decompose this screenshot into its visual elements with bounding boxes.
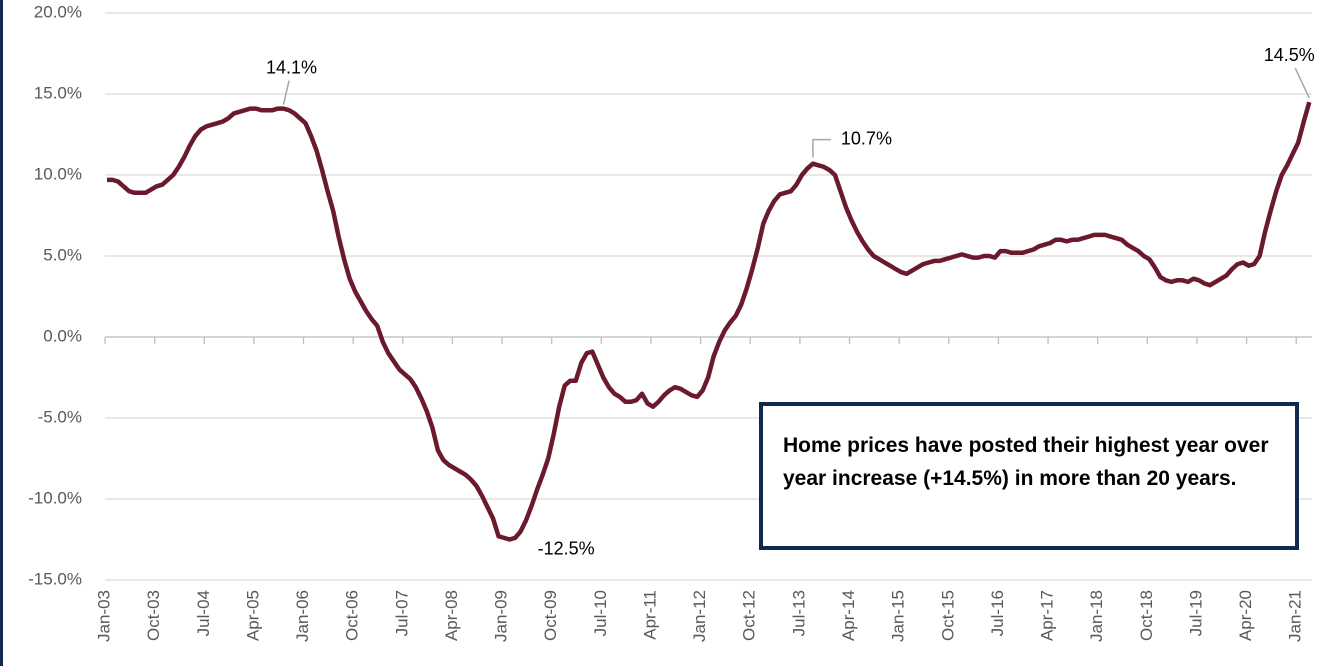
x-tick-label: Oct-18 — [1137, 590, 1156, 641]
x-tick-label: Jan-09 — [492, 590, 511, 642]
data-label: 14.5% — [1264, 45, 1315, 65]
leader-line — [282, 80, 290, 105]
leader-line — [1294, 67, 1310, 99]
leader-line — [812, 138, 831, 158]
x-tick-label: Jan-03 — [94, 590, 113, 642]
data-label: 10.7% — [841, 128, 892, 148]
x-tick-label: Jan-15 — [889, 590, 908, 642]
x-tick-label: Oct-06 — [343, 590, 362, 641]
x-tick-label: Apr-11 — [640, 590, 659, 640]
y-tick-label: 20.0% — [34, 2, 82, 21]
x-tick-label: Jul-07 — [392, 590, 411, 636]
left-border — [0, 0, 3, 666]
x-tick-label: Oct-15 — [938, 590, 957, 641]
y-tick-label: 10.0% — [34, 164, 82, 183]
y-tick-label: -10.0% — [28, 488, 82, 507]
series-line — [107, 101, 1312, 542]
y-tick-label: 0.0% — [43, 326, 82, 345]
y-tick-label: 5.0% — [43, 245, 82, 264]
annotation-box: Home prices have posted their highest ye… — [759, 402, 1299, 550]
x-tick-label: Jul-16 — [988, 590, 1007, 636]
x-tick-label: Jan-06 — [293, 590, 312, 642]
x-tick-label: Apr-05 — [243, 590, 262, 641]
x-tick-label: Jan-18 — [1087, 590, 1106, 642]
x-tick-label: Apr-17 — [1038, 590, 1057, 641]
data-label: -12.5% — [538, 538, 595, 558]
x-tick-label: Apr-08 — [442, 590, 461, 641]
x-tick-label: Jul-13 — [789, 590, 808, 636]
x-tick-label: Jan-21 — [1286, 590, 1305, 642]
data-label: 14.1% — [266, 57, 317, 77]
y-tick-label: 15.0% — [34, 83, 82, 102]
x-tick-label: Oct-12 — [740, 590, 759, 641]
x-tick-label: Jul-10 — [591, 590, 610, 636]
x-tick-label: Oct-03 — [144, 590, 163, 641]
x-tick-label: Apr-14 — [839, 590, 858, 641]
y-tick-label: -5.0% — [38, 407, 82, 426]
x-tick-label: Apr-20 — [1236, 590, 1255, 641]
x-tick-label: Jul-19 — [1186, 590, 1205, 636]
x-tick-label: Oct-09 — [541, 590, 560, 641]
x-tick-label: Jul-04 — [194, 590, 213, 636]
x-tick-label: Jan-12 — [690, 590, 709, 642]
y-tick-label: -15.0% — [28, 569, 82, 588]
